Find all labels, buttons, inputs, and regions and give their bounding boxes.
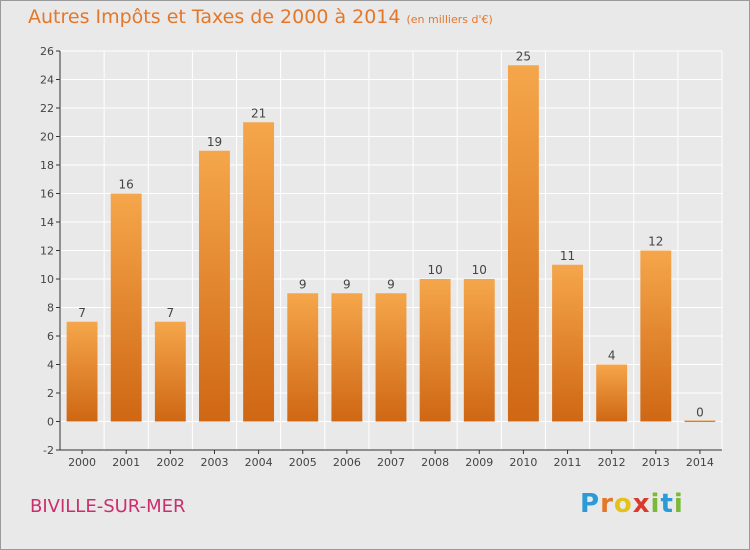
- bar-2000: [66, 321, 98, 422]
- x-tick-label-2013: 2013: [642, 456, 670, 469]
- x-tick-label-2001: 2001: [112, 456, 140, 469]
- data-label-2003: 19: [207, 135, 222, 149]
- bar-2006: [331, 293, 363, 422]
- bar-2007: [375, 293, 407, 422]
- data-label-2011: 11: [560, 249, 575, 263]
- x-tick-label-2006: 2006: [333, 456, 361, 469]
- bar-2008: [419, 279, 451, 422]
- x-tick-label-2011: 2011: [554, 456, 582, 469]
- logo-letter: r: [600, 489, 614, 519]
- data-label-2001: 16: [119, 178, 134, 192]
- y-tick-label: 4: [47, 359, 54, 372]
- logo-letter: i: [650, 489, 661, 519]
- x-tick-label-2010: 2010: [509, 456, 537, 469]
- bar-2012: [596, 364, 628, 422]
- y-tick-label: 0: [47, 416, 54, 429]
- data-label-2008: 10: [427, 263, 442, 277]
- bar-2011: [552, 264, 583, 422]
- y-tick-label: 20: [40, 131, 54, 144]
- logo-letter: o: [613, 489, 633, 519]
- bar-2005: [287, 293, 319, 422]
- y-tick-label: 24: [40, 74, 54, 87]
- data-label-2005: 9: [299, 277, 307, 291]
- bars: [66, 65, 716, 422]
- bar-2013: [640, 250, 672, 422]
- y-tick-label: 10: [40, 273, 54, 286]
- bar-2003: [199, 150, 230, 422]
- data-label-2006: 9: [343, 277, 351, 291]
- title-text: Autres Impôts et Taxes de 2000 à 2014: [28, 6, 401, 28]
- x-tick-label-2000: 2000: [68, 456, 96, 469]
- y-tick-label: 8: [47, 302, 54, 315]
- data-label-2009: 10: [472, 263, 487, 277]
- x-tick-label-2009: 2009: [465, 456, 493, 469]
- place-name: BIVILLE-SUR-MER: [30, 496, 186, 517]
- y-tick-label: 6: [47, 330, 54, 343]
- logo-letter: i: [673, 489, 684, 519]
- data-label-2010: 25: [516, 49, 531, 63]
- x-tick-label-2012: 2012: [598, 456, 626, 469]
- y-tick-label: -2: [43, 444, 54, 457]
- logo-letter: P: [580, 489, 601, 519]
- y-tick-label: 22: [40, 102, 54, 115]
- x-tick-label-2007: 2007: [377, 456, 405, 469]
- y-tick-label: 12: [40, 245, 54, 258]
- bar-2010: [507, 65, 539, 422]
- x-tick-label-2005: 2005: [289, 456, 317, 469]
- bar-2001: [110, 193, 142, 422]
- data-label-2007: 9: [387, 277, 395, 291]
- data-label-2004: 21: [251, 106, 266, 120]
- x-tick-label-2003: 2003: [200, 456, 228, 469]
- data-label-2013: 12: [648, 235, 663, 249]
- bar-2009: [463, 279, 495, 422]
- labels: -202468101214161820222426720001620017200…: [40, 45, 714, 469]
- y-tick-label: 18: [40, 159, 54, 172]
- x-tick-label-2004: 2004: [245, 456, 273, 469]
- logo-letter: x: [632, 489, 651, 519]
- bar-2014: [684, 420, 716, 422]
- logo-letter: t: [660, 489, 674, 519]
- data-label-2014: 0: [696, 406, 704, 420]
- proxiti-logo: Proxiti: [580, 489, 684, 519]
- y-tick-label: 14: [40, 216, 54, 229]
- data-label-2012: 4: [608, 349, 616, 363]
- data-label-2002: 7: [167, 306, 175, 320]
- title-unit: (en milliers d'€): [406, 13, 493, 26]
- x-tick-label-2014: 2014: [686, 456, 714, 469]
- x-tick-label-2002: 2002: [156, 456, 184, 469]
- chart-title: Autres Impôts et Taxes de 2000 à 2014 (en…: [28, 6, 493, 28]
- y-tick-label: 2: [47, 387, 54, 400]
- y-tick-label: 16: [40, 188, 54, 201]
- data-label-2000: 7: [78, 306, 86, 320]
- x-tick-label-2008: 2008: [421, 456, 449, 469]
- bar-2002: [154, 321, 186, 422]
- bar-2004: [243, 122, 275, 422]
- y-tick-label: 26: [40, 45, 54, 58]
- axes: [56, 50, 722, 454]
